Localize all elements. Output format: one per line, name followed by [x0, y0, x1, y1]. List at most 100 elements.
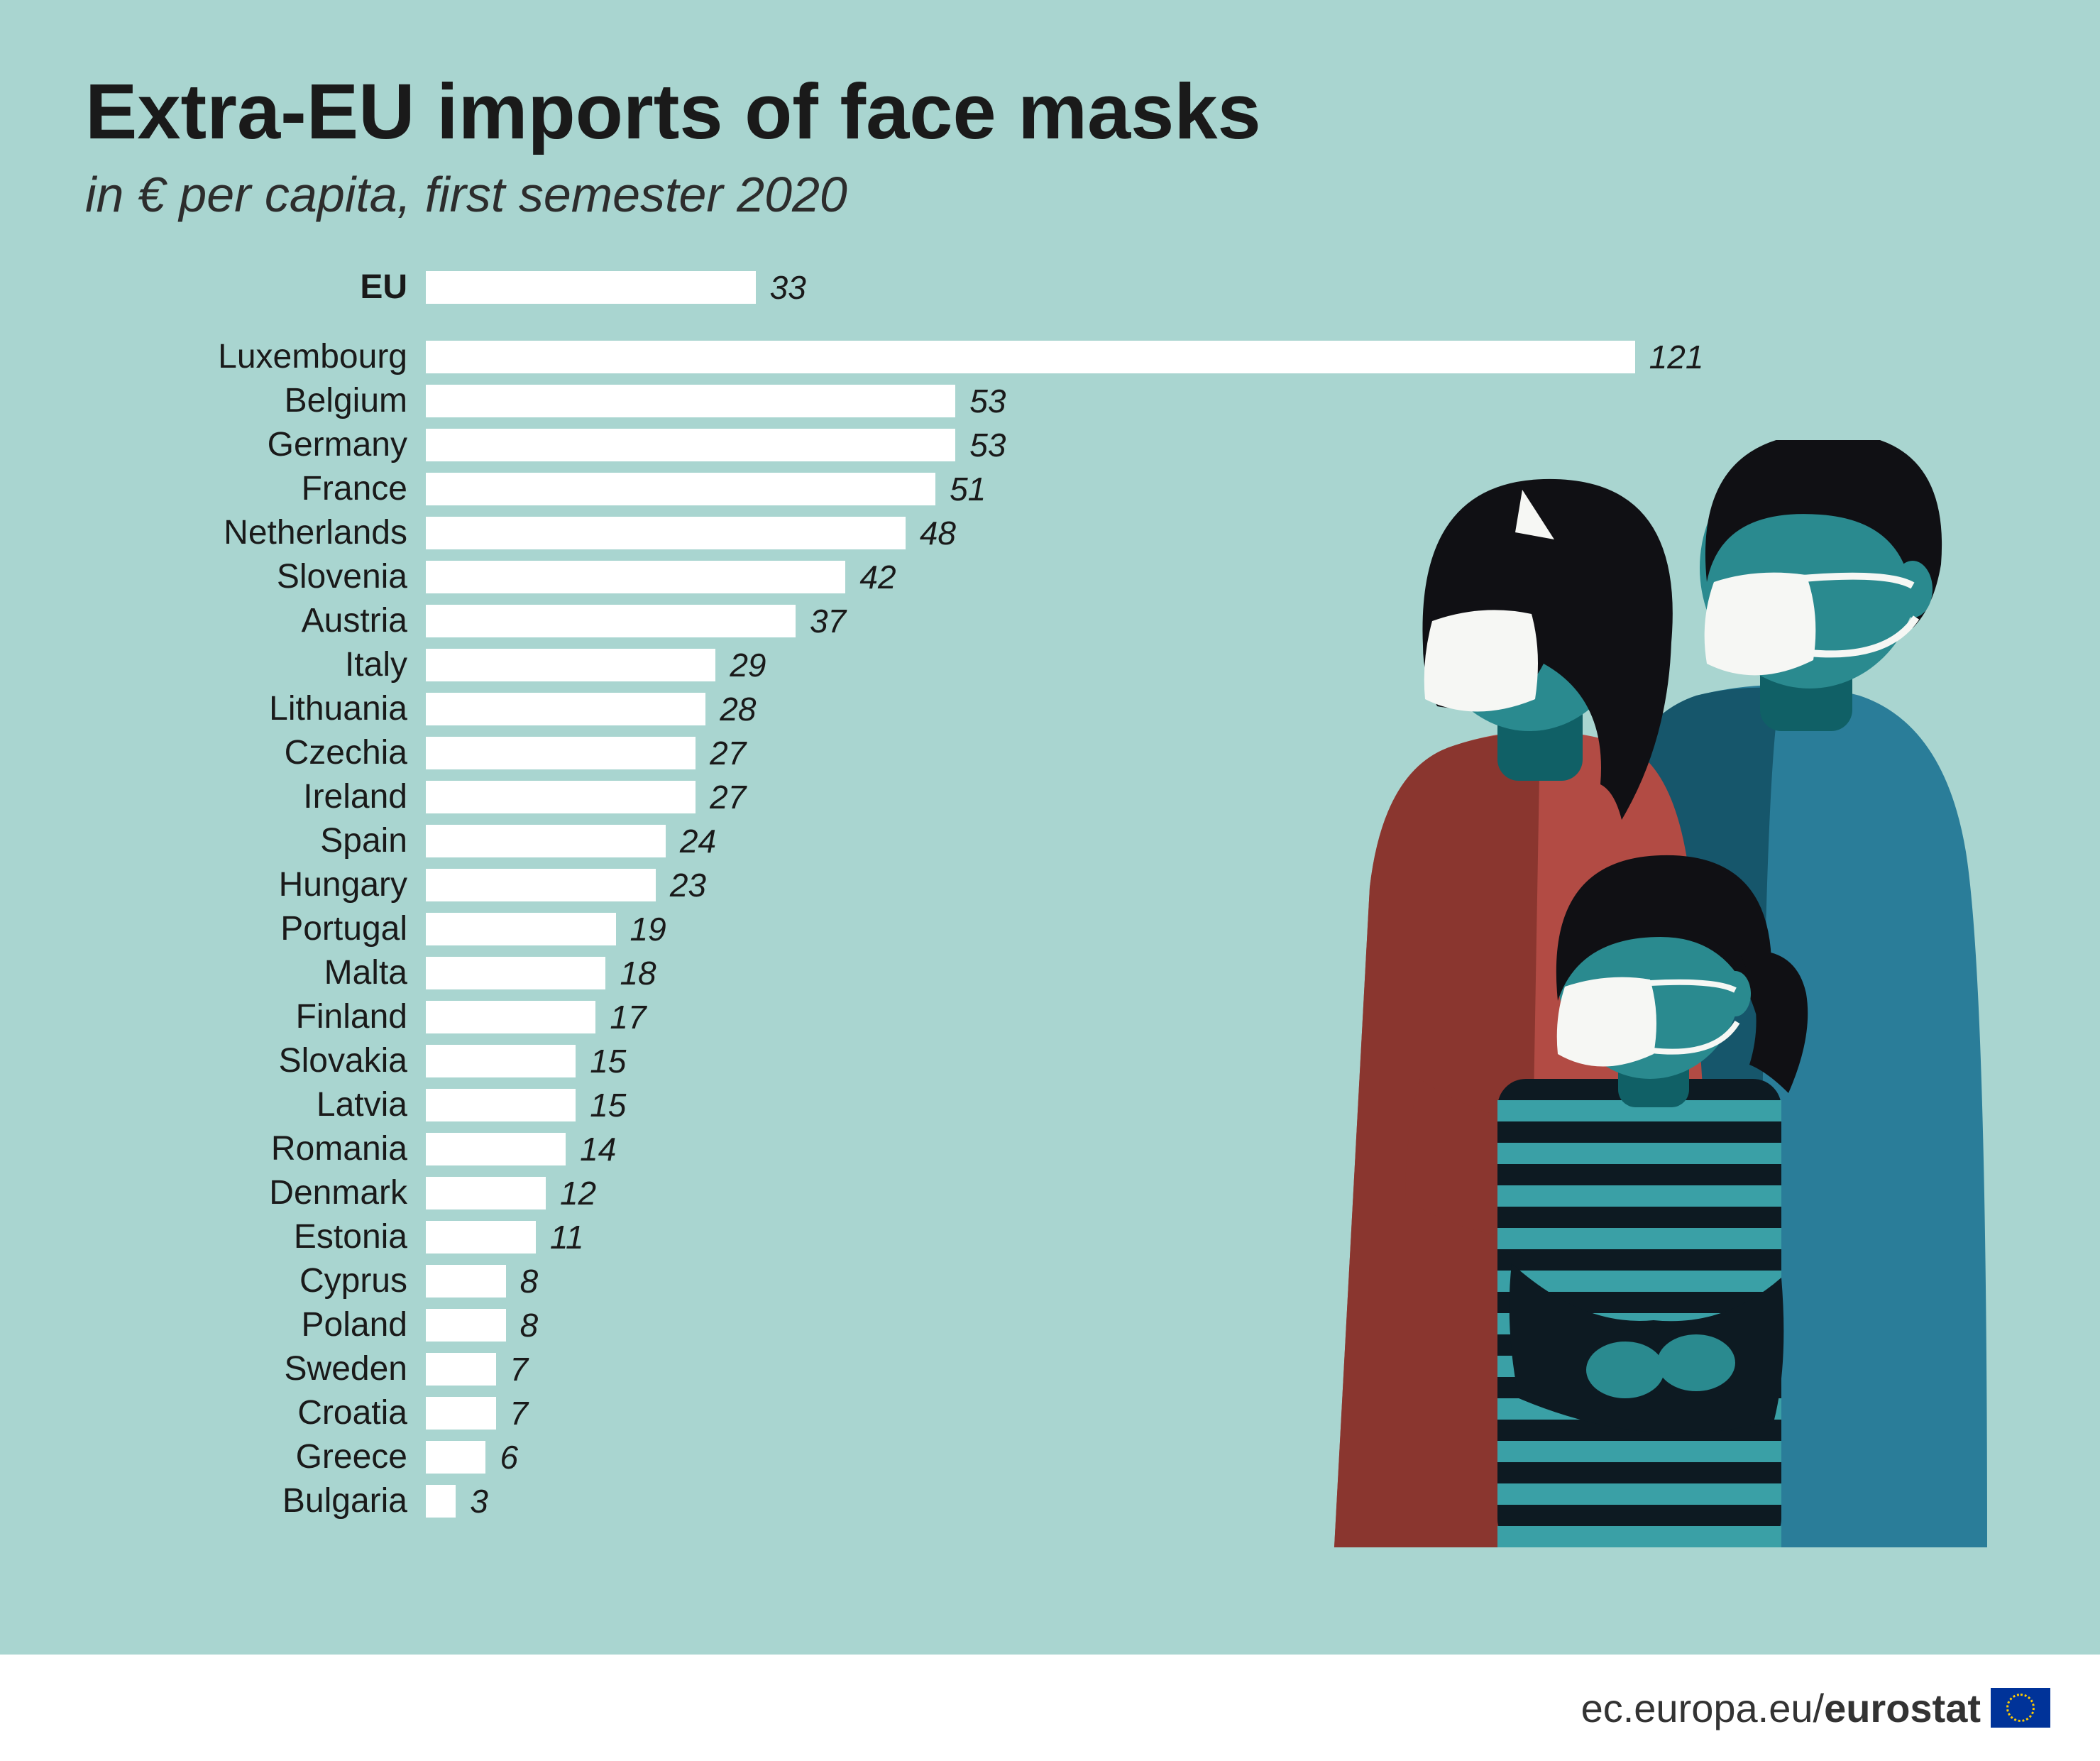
bar	[426, 649, 715, 681]
bar	[426, 1133, 566, 1165]
bar-label: Czechia	[85, 733, 426, 772]
bar	[426, 385, 955, 417]
bar-label: Ireland	[85, 777, 426, 816]
bar-value: 12	[546, 1174, 596, 1212]
bar	[426, 1177, 546, 1209]
footer: ec.europa.eu/eurostat	[0, 1655, 2100, 1761]
bar-wrap: 3	[426, 1482, 488, 1520]
bar-wrap: 14	[426, 1130, 616, 1168]
bar	[426, 693, 705, 725]
bar-value: 15	[576, 1086, 626, 1124]
bar-value: 53	[955, 426, 1006, 464]
bar-value: 14	[566, 1130, 616, 1168]
bar-value: 42	[845, 558, 896, 596]
bar-value: 23	[656, 866, 706, 904]
bar-wrap: 42	[426, 558, 896, 596]
bar-value: 48	[906, 514, 956, 552]
bar-label: Belgium	[85, 381, 426, 420]
bar-wrap: 8	[426, 1262, 538, 1300]
bar-row-eu: EU 33	[85, 265, 2015, 309]
bar-value: 51	[935, 470, 986, 508]
bar-value: 7	[496, 1350, 529, 1388]
bar-label: Luxembourg	[85, 337, 426, 376]
bar-label: Hungary	[85, 865, 426, 904]
infographic-page: Extra-EU imports of face masks in € per …	[0, 0, 2100, 1761]
bar	[426, 1485, 456, 1518]
bar-label: Finland	[85, 997, 426, 1036]
bar-wrap: 11	[426, 1218, 584, 1256]
bar	[426, 737, 696, 769]
bar-wrap: 19	[426, 910, 666, 948]
bar	[426, 1089, 576, 1121]
bar-label: Austria	[85, 601, 426, 640]
bar-wrap: 7	[426, 1350, 528, 1388]
footer-url-plain: ec.europa.eu/	[1581, 1685, 1824, 1731]
footer-url-bold: eurostat	[1824, 1685, 1981, 1731]
bar-value: 11	[536, 1218, 584, 1256]
eu-flag-icon	[1991, 1688, 2050, 1728]
bar-wrap: 27	[426, 778, 746, 816]
bar	[426, 1265, 506, 1298]
bar-label: Spain	[85, 821, 426, 860]
bar-wrap: 53	[426, 382, 1006, 420]
bar-wrap: 27	[426, 734, 746, 772]
bar-label: Slovakia	[85, 1041, 426, 1080]
bar-label: Germany	[85, 425, 426, 464]
bar-label: Cyprus	[85, 1261, 426, 1300]
bar-label: Sweden	[85, 1349, 426, 1388]
bar	[426, 957, 605, 989]
bar-wrap: 33	[426, 268, 806, 307]
bar-label: Italy	[85, 645, 426, 684]
bar-label: Estonia	[85, 1217, 426, 1256]
bar-wrap: 7	[426, 1394, 528, 1432]
bar	[426, 271, 756, 304]
bar-label: Latvia	[85, 1085, 426, 1124]
bar-label: Poland	[85, 1305, 426, 1344]
bar	[426, 869, 656, 901]
bar-wrap: 6	[426, 1438, 518, 1476]
bar	[426, 341, 1635, 373]
bar-value: 15	[576, 1042, 626, 1080]
bar	[426, 429, 955, 461]
bar-value: 37	[796, 602, 846, 640]
bar-label: France	[85, 469, 426, 508]
bar-label: Slovenia	[85, 557, 426, 596]
bar-wrap: 12	[426, 1174, 596, 1212]
bar-wrap: 28	[426, 690, 756, 728]
bar-label: Malta	[85, 953, 426, 992]
bar	[426, 561, 845, 593]
bar-value: 27	[696, 778, 746, 816]
bar-wrap: 24	[426, 822, 716, 860]
bar-value: 18	[605, 954, 656, 992]
bar	[426, 1045, 576, 1077]
bar-label: Lithuania	[85, 689, 426, 728]
bar-wrap: 17	[426, 998, 647, 1036]
bar	[426, 1309, 506, 1342]
bar	[426, 1353, 496, 1386]
bar-value: 121	[1635, 338, 1704, 376]
chart-subtitle: in € per capita, first semester 2020	[85, 166, 2015, 223]
bar-value: 24	[666, 822, 716, 860]
bar-wrap: 51	[426, 470, 986, 508]
bar-value: 33	[756, 268, 806, 307]
bar	[426, 605, 796, 637]
bar-wrap: 18	[426, 954, 656, 992]
bar-wrap: 121	[426, 338, 1703, 376]
bar-row: Luxembourg 121	[85, 335, 2015, 379]
bar-value: 53	[955, 382, 1006, 420]
bar	[426, 473, 935, 505]
bar-value: 8	[506, 1306, 539, 1344]
bar	[426, 913, 616, 945]
bar-label: Denmark	[85, 1173, 426, 1212]
bar-value: 29	[715, 646, 766, 684]
bar	[426, 1001, 595, 1033]
bar	[426, 1441, 485, 1474]
bar-value: 8	[506, 1262, 539, 1300]
bar-label: Bulgaria	[85, 1481, 426, 1520]
bar-value: 17	[595, 998, 646, 1036]
bar-label: EU	[85, 268, 426, 307]
bar	[426, 781, 696, 813]
bar-value: 3	[456, 1482, 488, 1520]
bar-wrap: 15	[426, 1042, 626, 1080]
bar-wrap: 8	[426, 1306, 538, 1344]
